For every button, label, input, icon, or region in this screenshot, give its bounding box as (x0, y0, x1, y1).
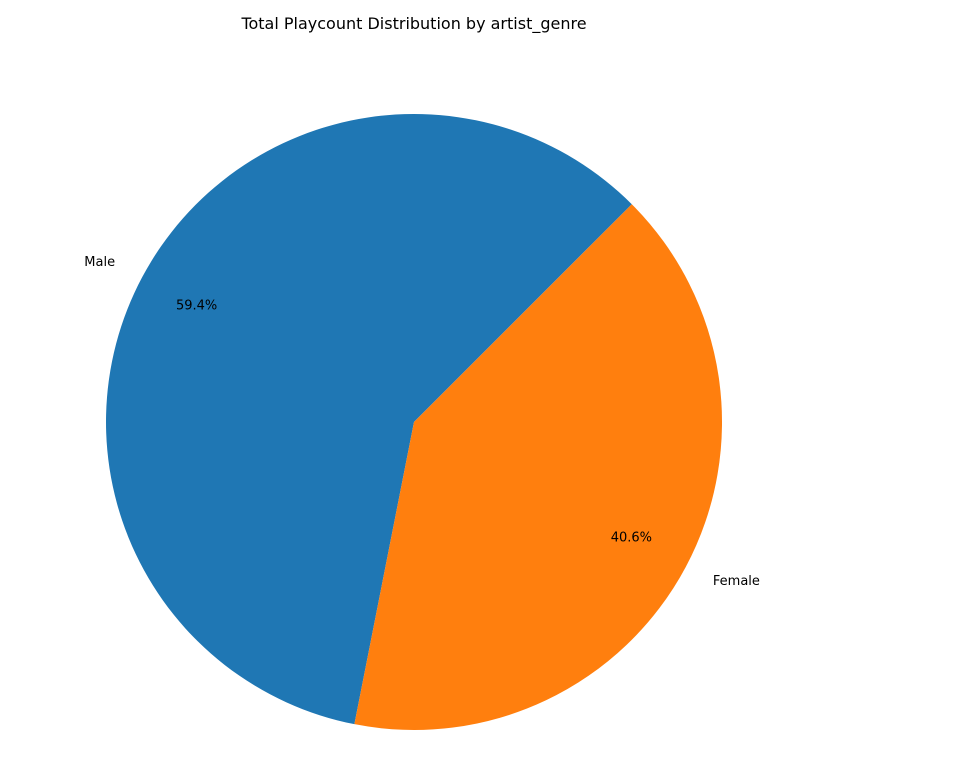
slice-label-male: Male (84, 255, 115, 270)
slice-percent-female: 40.6% (611, 531, 652, 546)
slice-percent-male: 59.4% (176, 299, 217, 314)
pie-slices (106, 114, 723, 731)
pie-labels: Male 59.4% Female 40.6% (84, 255, 760, 589)
pie-slice-male (106, 114, 632, 725)
slice-label-female: Female (713, 574, 760, 589)
chart-title: Total Playcount Distribution by artist_g… (240, 14, 586, 34)
pie-slice-female (354, 204, 723, 731)
